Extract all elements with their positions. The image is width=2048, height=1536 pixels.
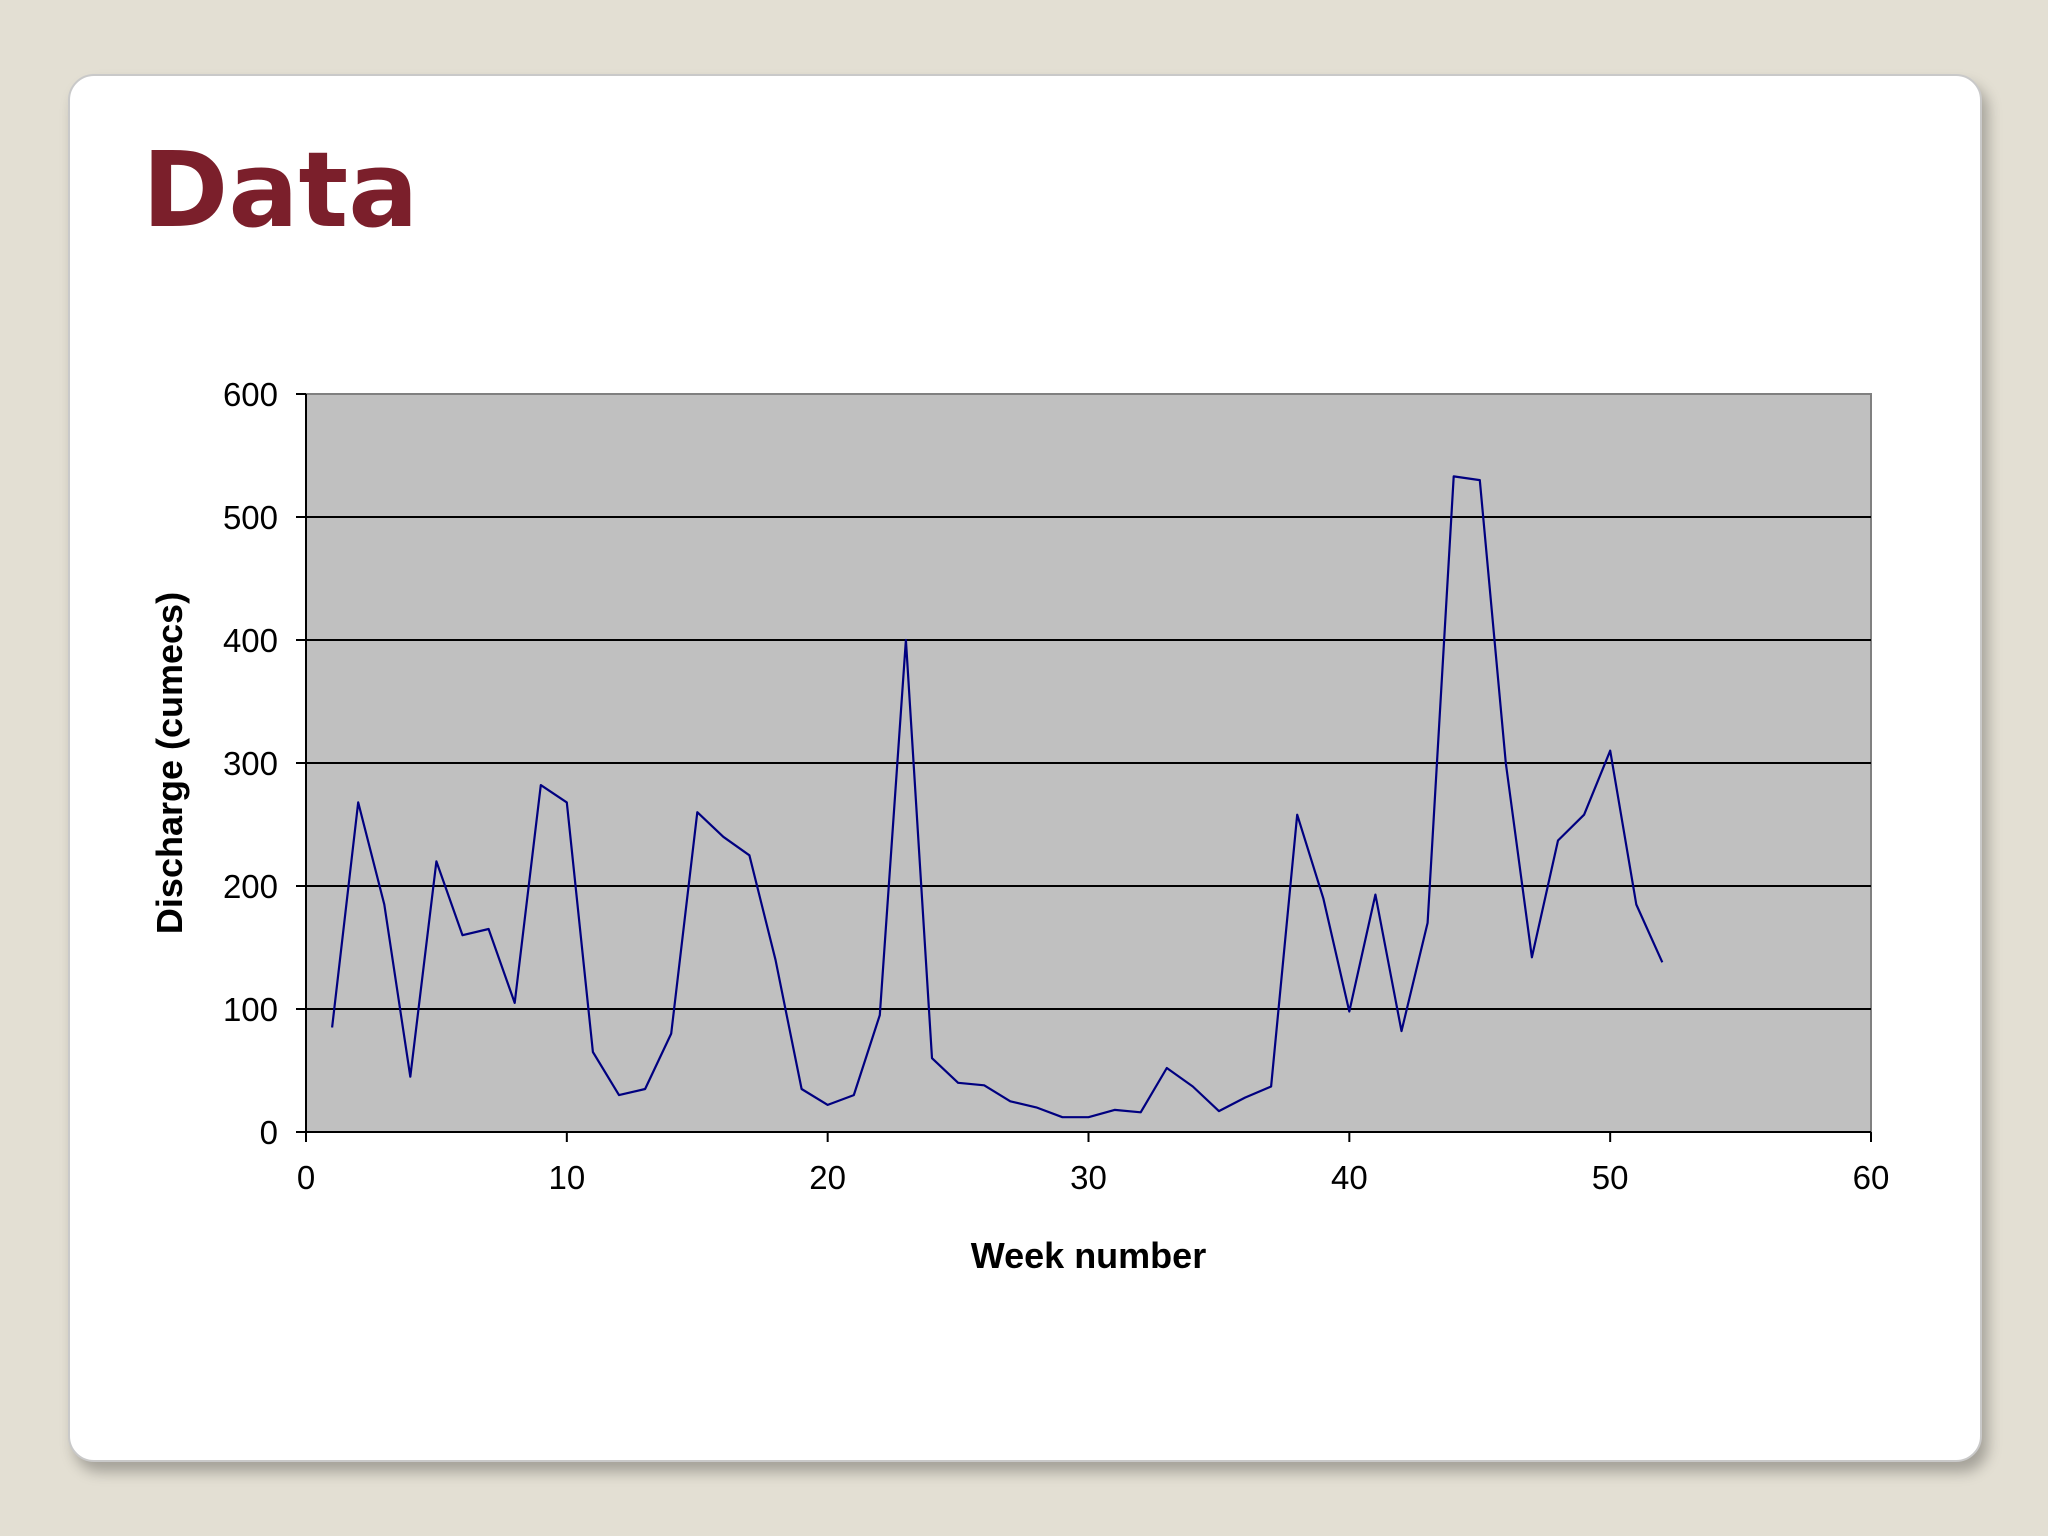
slide-title: Data (142, 129, 419, 251)
x-tick-label: 50 (1592, 1159, 1629, 1196)
y-tick-label: 300 (223, 745, 278, 782)
y-axis-ticks: 0 100 200 300 400 500 600 (223, 376, 306, 1151)
x-axis-ticks: 0 10 20 30 40 50 60 (297, 1132, 1890, 1196)
x-tick-label: 10 (548, 1159, 585, 1196)
x-tick-label: 60 (1853, 1159, 1890, 1196)
y-tick-label: 200 (223, 868, 278, 905)
y-axis-label: Discharge (cumecs) (149, 592, 190, 934)
y-tick-label: 400 (223, 622, 278, 659)
x-axis-label: Week number (971, 1235, 1206, 1276)
x-tick-label: 40 (1331, 1159, 1368, 1196)
y-tick-label: 100 (223, 991, 278, 1028)
x-tick-label: 20 (809, 1159, 846, 1196)
y-tick-label: 0 (260, 1114, 278, 1151)
y-tick-label: 500 (223, 499, 278, 536)
series-line (331, 475, 1664, 1119)
y-tick-label: 600 (223, 376, 278, 413)
x-tick-label: 0 (297, 1159, 315, 1196)
x-tick-label: 30 (1070, 1159, 1107, 1196)
gridlines (306, 516, 1871, 1010)
series-discharge (331, 475, 1664, 1119)
